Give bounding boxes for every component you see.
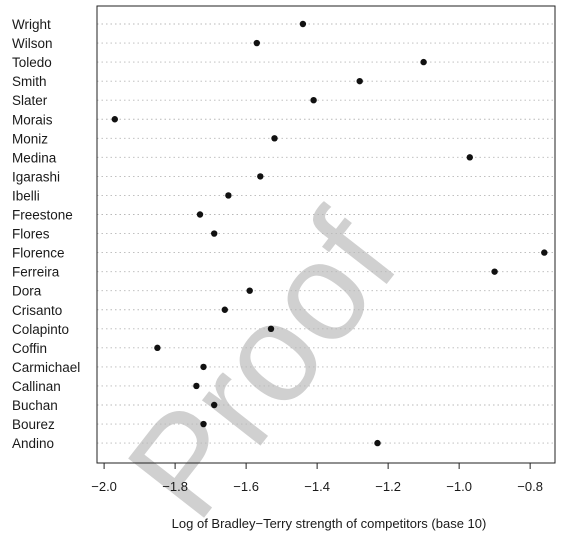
x-tick-label: −1.2 — [375, 479, 401, 494]
label-wilson: Wilson — [12, 36, 53, 51]
data-points — [111, 20, 548, 447]
point-morais — [111, 116, 119, 123]
label-carmichael: Carmichael — [12, 360, 80, 375]
x-tick-label: −1.0 — [446, 479, 472, 494]
label-buchan: Buchan — [12, 398, 58, 413]
label-morais: Morais — [12, 112, 53, 127]
label-ibelli: Ibelli — [12, 188, 40, 203]
point-bourez — [200, 420, 207, 428]
label-wright: Wright — [12, 17, 51, 32]
label-coffin: Coffin — [12, 341, 47, 356]
x-tick-label: −0.8 — [517, 479, 543, 494]
label-andino: Andino — [12, 436, 54, 451]
x-tick-label: −2.0 — [91, 479, 117, 494]
point-ibelli — [225, 192, 232, 199]
label-igarashi: Igarashi — [12, 169, 60, 184]
label-ferreira: Ferreira — [12, 265, 60, 280]
point-coffin — [154, 344, 161, 352]
label-florence: Florence — [12, 246, 65, 261]
point-crisanto — [221, 306, 228, 313]
point-andino — [374, 439, 381, 447]
point-dora — [246, 287, 253, 294]
label-toledo: Toledo — [12, 55, 52, 70]
point-igarashi — [257, 173, 264, 180]
label-crisanto: Crisanto — [12, 303, 62, 318]
point-wright — [299, 20, 307, 28]
x-tick-label: −1.6 — [233, 479, 259, 494]
label-bourez: Bourez — [12, 417, 55, 432]
label-medina: Medina — [12, 150, 57, 165]
label-slater: Slater — [12, 93, 48, 108]
label-moniz: Moniz — [12, 131, 48, 146]
label-flores: Flores — [12, 227, 50, 242]
competitor-labels: Wright Wilson Toledo Smith Slater Morais Moniz… — [12, 17, 80, 451]
point-ferreira — [491, 268, 498, 275]
point-flores — [211, 230, 218, 237]
x-axis-title: Log of Bradley−Terry strength of competi… — [172, 516, 487, 531]
x-tick-label: −1.4 — [304, 479, 330, 494]
point-carmichael — [200, 363, 207, 371]
x-axis: −2.0 −1.8 −1.6 −1.4 −1.2 −1.0 −0.8 — [91, 463, 543, 494]
point-smith — [356, 77, 363, 85]
label-colapinto: Colapinto — [12, 322, 69, 337]
point-freestone — [196, 211, 204, 218]
point-toledo — [420, 58, 427, 66]
point-buchan — [211, 401, 218, 409]
label-smith: Smith — [12, 74, 47, 89]
point-moniz — [271, 135, 278, 142]
point-medina — [466, 154, 473, 161]
point-callinan — [193, 382, 200, 390]
plot-frame — [96, 5, 556, 464]
point-wilson — [253, 39, 260, 47]
x-tick-label: −1.8 — [162, 479, 188, 494]
label-freestone: Freestone — [12, 208, 73, 223]
point-slater — [310, 97, 317, 104]
label-callinan: Callinan — [12, 379, 61, 394]
point-florence — [541, 249, 548, 256]
point-colapinto — [267, 325, 275, 332]
label-dora: Dora — [12, 284, 42, 299]
